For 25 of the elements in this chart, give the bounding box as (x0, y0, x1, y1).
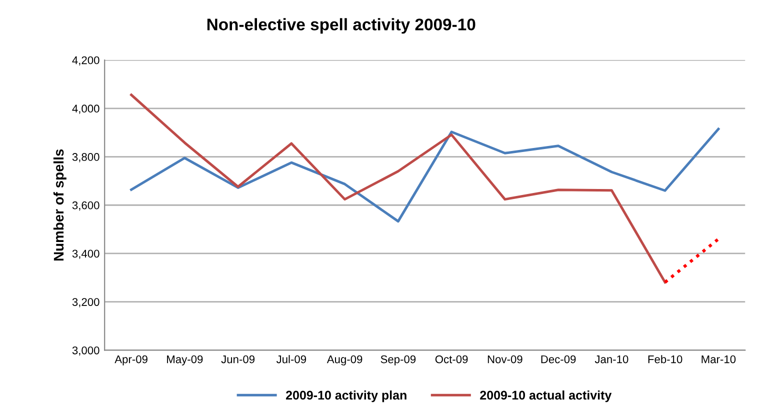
x-tick-label: Jul-09 (276, 355, 306, 364)
y-tick-label: 3,800 (72, 153, 100, 162)
x-tick-label: Nov-09 (488, 355, 522, 364)
line-series (130, 94, 666, 284)
x-tick-label: Mar-10 (702, 355, 736, 364)
x-tick-label: Jun-09 (221, 355, 255, 364)
legend-label: 2009-10 actual activity (480, 390, 612, 402)
x-tick-label: Jan-10 (594, 355, 628, 364)
y-tick-label: 3,000 (72, 346, 100, 356)
x-tick-label: Oct-09 (435, 355, 468, 364)
line-series (130, 128, 720, 223)
y-tick-label: 3,200 (72, 298, 100, 308)
x-tick-label: Feb-10 (648, 355, 682, 364)
x-tick-label: Sep-09 (380, 355, 416, 366)
y-tick-label: 4,200 (72, 56, 100, 66)
y-tick-label: 4,000 (72, 104, 100, 114)
y-axis-title: Number of spells (53, 149, 66, 261)
x-tick-label: Apr-09 (114, 355, 148, 366)
x-tick-label: Aug-09 (326, 355, 362, 366)
x-tick-label: Dec-09 (541, 355, 576, 364)
y-tick-label: 3,600 (72, 201, 100, 211)
y-tick-label: 3,400 (72, 250, 100, 259)
chart-title: Non-elective spell activity 2009-10 (207, 18, 476, 34)
x-tick-label: May-09 (167, 355, 203, 366)
legend-label: 2009-10 activity plan (286, 390, 406, 402)
